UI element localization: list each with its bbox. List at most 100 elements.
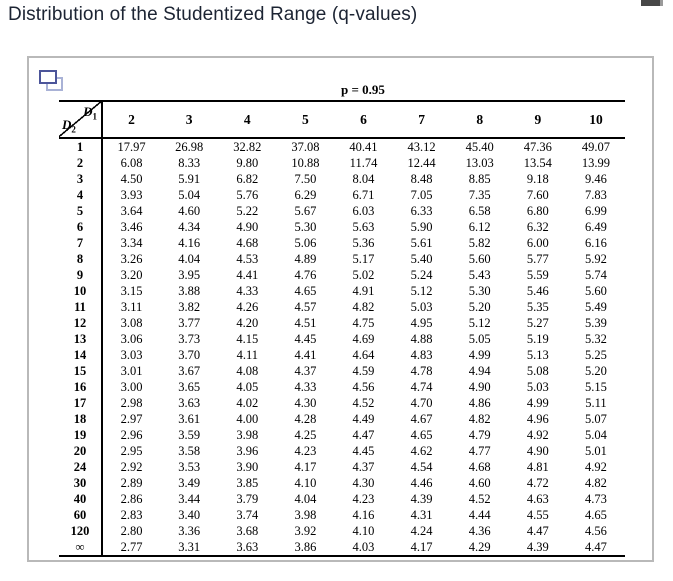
q-value-cell: 4.92 — [526, 428, 549, 442]
q-value-cell: 3.03 — [120, 348, 143, 362]
q-value-cell: 5.82 — [468, 236, 491, 250]
row-header: 7 — [59, 235, 103, 251]
q-value-cell: 4.23 — [294, 444, 317, 458]
q-value-cell: 4.82 — [585, 476, 607, 490]
column-header: 6 — [334, 100, 393, 139]
q-value-cell: 5.91 — [178, 172, 201, 186]
q-value-cell: 9.46 — [585, 172, 607, 186]
scrollbar-thumb[interactable] — [641, 0, 663, 6]
q-value-cell: 2.96 — [120, 428, 143, 442]
table-row: 17 2.98 3.63 4.02 4.30 4.52 4.70 4.86 4.99 5.11 — [59, 395, 625, 411]
q-value-cell: 4.96 — [526, 412, 549, 426]
q-value-cell: 3.44 — [178, 492, 201, 506]
q-value-cell: 3.34 — [120, 236, 143, 250]
q-value-cell: 3.82 — [178, 300, 201, 314]
duplicate-window-icon[interactable] — [39, 70, 63, 92]
column-header: 5 — [276, 100, 335, 139]
q-value-cell: 26.98 — [175, 140, 204, 154]
q-value-cell: 3.59 — [178, 428, 201, 442]
q-value-cell: 3.08 — [120, 316, 143, 330]
q-value-cell: 4.28 — [294, 412, 317, 426]
q-value-cell: 6.82 — [236, 172, 259, 186]
table-row: 4 3.93 5.04 5.76 6.29 6.71 7.05 7.35 7.60 7.83 — [59, 187, 625, 203]
q-value-cell: 4.20 — [236, 316, 259, 330]
row-header: 2 — [59, 155, 103, 171]
q-value-cell: 3.61 — [178, 412, 201, 426]
q-value-cell: 7.60 — [526, 188, 549, 202]
q-value-cell: 37.08 — [291, 140, 320, 154]
q-value-cell: 5.08 — [526, 364, 549, 378]
q-value-cell: 4.59 — [352, 364, 375, 378]
table-row: 3 4.50 5.91 6.82 7.50 8.04 8.48 8.85 9.18 9.46 — [59, 171, 625, 187]
q-value-cell: 4.65 — [410, 428, 433, 442]
q-value-cell: 45.40 — [465, 140, 494, 154]
q-value-cell: 4.99 — [526, 396, 549, 410]
q-value-cell: 5.40 — [410, 252, 433, 266]
q-value-cell: 4.60 — [178, 204, 201, 218]
q-value-cell: 4.04 — [178, 252, 201, 266]
p-value-label: p = 0.95 — [341, 82, 385, 97]
q-value-cell: 4.64 — [352, 348, 375, 362]
q-value-cell: 3.70 — [178, 348, 201, 362]
row-header: 24 — [59, 459, 103, 475]
q-value-cell: 6.08 — [120, 156, 143, 170]
column-header: 4 — [218, 100, 277, 139]
q-value-cell: 4.68 — [468, 460, 491, 474]
q-value-cell: 4.04 — [294, 492, 317, 506]
q-value-cell: 13.54 — [523, 156, 552, 170]
q-value-cell: 4.54 — [410, 460, 433, 474]
row-header: 13 — [59, 331, 103, 347]
q-value-cell: 6.49 — [585, 220, 607, 234]
q-value-cell: 4.16 — [352, 508, 375, 522]
q-value-cell: 4.16 — [178, 236, 201, 250]
table-row: 20 2.95 3.58 3.96 4.23 4.45 4.62 4.77 4.90 5.01 — [59, 443, 625, 459]
q-value-cell: 4.65 — [585, 508, 607, 522]
q-value-cell: 3.58 — [178, 444, 201, 458]
column-header: 3 — [160, 100, 219, 139]
row-header: 30 — [59, 475, 103, 491]
q-value-cell: 6.33 — [410, 204, 433, 218]
row-header: 12 — [59, 315, 103, 331]
q-value-cell: 4.05 — [236, 380, 259, 394]
row-header: 17 — [59, 395, 103, 411]
q-value-cell: 2.95 — [120, 444, 143, 458]
row-header: 11 — [59, 299, 103, 315]
q-value-cell: 5.15 — [585, 380, 607, 394]
table-row: 6 3.46 4.34 4.90 5.30 5.63 5.90 6.12 6.32 6.49 — [59, 219, 625, 235]
q-value-cell: 4.47 — [352, 428, 375, 442]
q-value-cell: 5.49 — [585, 300, 607, 314]
q-value-cell: 2.89 — [120, 476, 143, 490]
q-value-cell: 3.85 — [236, 476, 259, 490]
q-value-cell: 4.37 — [352, 460, 375, 474]
q-value-cell: 4.60 — [468, 476, 491, 490]
q-value-cell: 43.12 — [407, 140, 436, 154]
row-header: 5 — [59, 203, 103, 219]
q-value-cell: 6.03 — [352, 204, 375, 218]
q-value-cell: 4.72 — [526, 476, 549, 490]
column-header: 2 — [102, 100, 161, 139]
table-panel: p = 0.95 D1 D2 2 3 4 5 6 7 8 9 10 1 17.97 26.98 32.… — [27, 56, 654, 562]
q-value-cell: 4.44 — [468, 508, 491, 522]
row-header: 8 — [59, 251, 103, 267]
q-value-cell: 4.50 — [120, 172, 143, 186]
q-value-cell: 4.67 — [410, 412, 433, 426]
row-header: 10 — [59, 283, 103, 299]
q-value-cell: 2.92 — [120, 460, 143, 474]
q-value-cell: 5.03 — [410, 300, 433, 314]
q-value-cell: 6.80 — [526, 204, 549, 218]
q-value-cell: 4.78 — [410, 364, 433, 378]
q-value-cell: 4.76 — [294, 268, 317, 282]
q-value-cell: 5.04 — [585, 428, 607, 442]
q-value-cell: 4.88 — [410, 332, 433, 346]
q-value-cell: 4.90 — [236, 220, 259, 234]
q-value-cell: 3.79 — [236, 492, 259, 506]
q-value-cell: 5.11 — [585, 396, 607, 410]
q-value-cell: 5.35 — [526, 300, 549, 314]
q-value-cell: 4.91 — [352, 284, 375, 298]
column-header: 10 — [566, 100, 625, 139]
q-value-cell: 11.74 — [349, 156, 378, 170]
q-value-cell: 3.31 — [160, 539, 219, 557]
q-value-cell: 4.49 — [352, 412, 375, 426]
q-value-cell: 4.10 — [294, 476, 317, 490]
q-value-cell: 8.85 — [468, 172, 491, 186]
